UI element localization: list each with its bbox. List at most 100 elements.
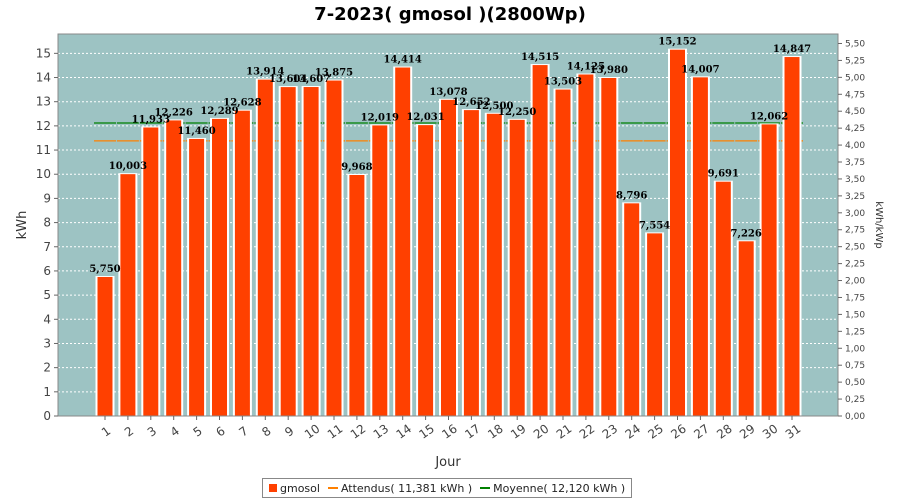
x-tick-label: 24 <box>623 422 644 442</box>
data-label: 12,019 <box>361 112 399 123</box>
x-tick-label: 31 <box>783 422 804 442</box>
y-right-tick-label: 5,50 <box>845 39 865 49</box>
bar <box>715 181 731 416</box>
data-label: 12,031 <box>406 112 444 123</box>
y-right-tick-label: 4,75 <box>845 90 865 100</box>
legend-item-gmosol: gmosol <box>269 482 320 495</box>
x-tick-label: 15 <box>416 422 437 442</box>
chart-title: 7-2023( gmosol )(2800Wp) <box>314 4 586 25</box>
bar <box>97 276 113 416</box>
x-tick-label: 21 <box>554 422 575 442</box>
bar <box>463 110 479 417</box>
y-right-tick-label: 1,00 <box>845 344 865 354</box>
x-tick-label: 13 <box>371 422 392 442</box>
bar <box>761 124 777 417</box>
bar <box>578 74 594 417</box>
x-tick-label: 23 <box>600 422 621 442</box>
y-right-tick-label: 1,75 <box>845 293 865 303</box>
x-tick-label: 22 <box>577 422 598 442</box>
bar <box>303 87 319 416</box>
bar <box>349 175 365 416</box>
y-tick-label: 4 <box>43 312 51 326</box>
bar <box>372 125 388 416</box>
legend-item-expected: Attendus( 11,381 kWh ) <box>327 482 472 495</box>
data-label: 5,750 <box>89 264 120 275</box>
x-axis-ticks: 1 2 3 4 5 6 7 8 9 10 11 12 13 14 15 16 17 18 19 20 21 22 23 24 2… <box>99 416 803 442</box>
data-label: 8,796 <box>616 190 647 201</box>
bar <box>212 118 227 416</box>
y-axis-title: kWh <box>15 211 30 240</box>
data-label: 11,933 <box>132 114 170 125</box>
y-tick-label: 12 <box>36 119 51 133</box>
y-right-tick-label: 2,75 <box>845 226 865 236</box>
y-right-tick-label: 4,00 <box>845 141 865 151</box>
y-tick-label: 14 <box>36 71 51 85</box>
y-tick-label: 5 <box>43 288 51 302</box>
x-tick-label: 4 <box>168 424 182 440</box>
data-label: 7,226 <box>731 228 762 239</box>
x-axis-title: Jour <box>434 455 461 470</box>
y-axis-right-ticks: 0,00 0,25 0,50 0,75 1,00 1,25 1,50 1,75 2,00 2,25… <box>838 39 865 422</box>
bar <box>120 174 136 416</box>
bar <box>234 110 250 416</box>
data-label: 12,500 <box>475 101 513 112</box>
x-tick-label: 14 <box>394 422 415 442</box>
y-right-tick-label: 5,25 <box>845 56 865 66</box>
data-label: 14,007 <box>681 64 719 75</box>
data-label: 13,078 <box>429 87 467 98</box>
data-label: 14,847 <box>773 44 811 55</box>
x-tick-label: 3 <box>145 424 159 440</box>
bar <box>784 57 800 416</box>
y-tick-label: 15 <box>36 46 51 60</box>
legend-label-average: Moyenne( 12,120 kWh ) <box>493 481 626 495</box>
x-tick-label: 10 <box>302 422 323 442</box>
bar <box>441 99 456 417</box>
data-label: 13,604 <box>269 74 307 85</box>
y-axis-right-title: kWh/kWp <box>873 201 884 248</box>
x-tick-label: 30 <box>760 422 781 442</box>
y-tick-label: 11 <box>36 143 51 157</box>
legend-item-average: Moyenne( 12,120 kWh ) <box>480 482 625 495</box>
data-label: 13,607 <box>292 74 330 85</box>
data-label: 14,125 <box>567 61 605 72</box>
y-right-tick-label: 2,25 <box>845 260 865 270</box>
y-right-tick-label: 2,00 <box>845 277 865 287</box>
data-label: 12,250 <box>498 107 536 118</box>
bar <box>601 78 617 416</box>
y-right-tick-label: 0,75 <box>845 361 865 371</box>
x-tick-label: 27 <box>691 422 712 442</box>
x-tick-label: 19 <box>508 422 529 442</box>
data-label: 10,003 <box>109 161 147 172</box>
y-tick-label: 3 <box>43 336 51 350</box>
y-tick-label: 2 <box>43 361 51 375</box>
bar <box>166 120 182 417</box>
y-right-tick-label: 4,25 <box>845 124 865 134</box>
y-right-tick-label: 5,00 <box>845 73 865 83</box>
x-tick-label: 11 <box>325 422 346 442</box>
data-label: 13,980 <box>590 65 628 76</box>
y-tick-label: 6 <box>43 264 51 278</box>
y-right-tick-label: 2,50 <box>845 243 865 253</box>
x-tick-label: 18 <box>485 422 506 442</box>
bar <box>418 125 434 416</box>
bar <box>189 138 205 416</box>
data-label: 13,503 <box>544 77 582 88</box>
y-tick-label: 9 <box>43 191 51 205</box>
data-label: 15,152 <box>658 37 696 48</box>
y-right-tick-label: 4,50 <box>845 107 865 117</box>
bar <box>738 241 754 416</box>
bar <box>280 87 296 416</box>
bar <box>326 80 342 416</box>
y-tick-label: 0 <box>43 409 51 423</box>
data-label: 14,414 <box>384 55 422 66</box>
bar <box>624 203 640 416</box>
x-tick-label: 25 <box>645 422 666 442</box>
y-tick-label: 13 <box>36 95 51 109</box>
y-right-tick-label: 1,25 <box>845 327 865 337</box>
data-label: 9,691 <box>708 169 739 180</box>
y-tick-label: 1 <box>43 385 51 399</box>
x-tick-label: 6 <box>214 424 228 440</box>
x-tick-label: 7 <box>236 424 250 440</box>
